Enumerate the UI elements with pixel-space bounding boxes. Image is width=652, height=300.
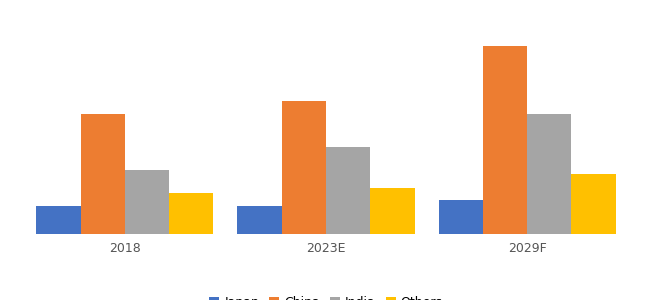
Bar bbox=[439, 200, 483, 234]
Bar bbox=[571, 174, 615, 234]
Bar bbox=[37, 206, 81, 234]
Bar bbox=[483, 46, 527, 234]
Bar bbox=[169, 193, 213, 234]
Bar bbox=[81, 115, 125, 234]
Bar bbox=[125, 169, 169, 234]
Bar bbox=[326, 147, 370, 234]
Legend: Japan, China, India, Others: Japan, China, India, Others bbox=[204, 291, 448, 300]
Bar bbox=[370, 188, 415, 234]
Bar bbox=[237, 206, 282, 234]
Bar bbox=[282, 101, 326, 234]
Bar bbox=[527, 115, 571, 234]
